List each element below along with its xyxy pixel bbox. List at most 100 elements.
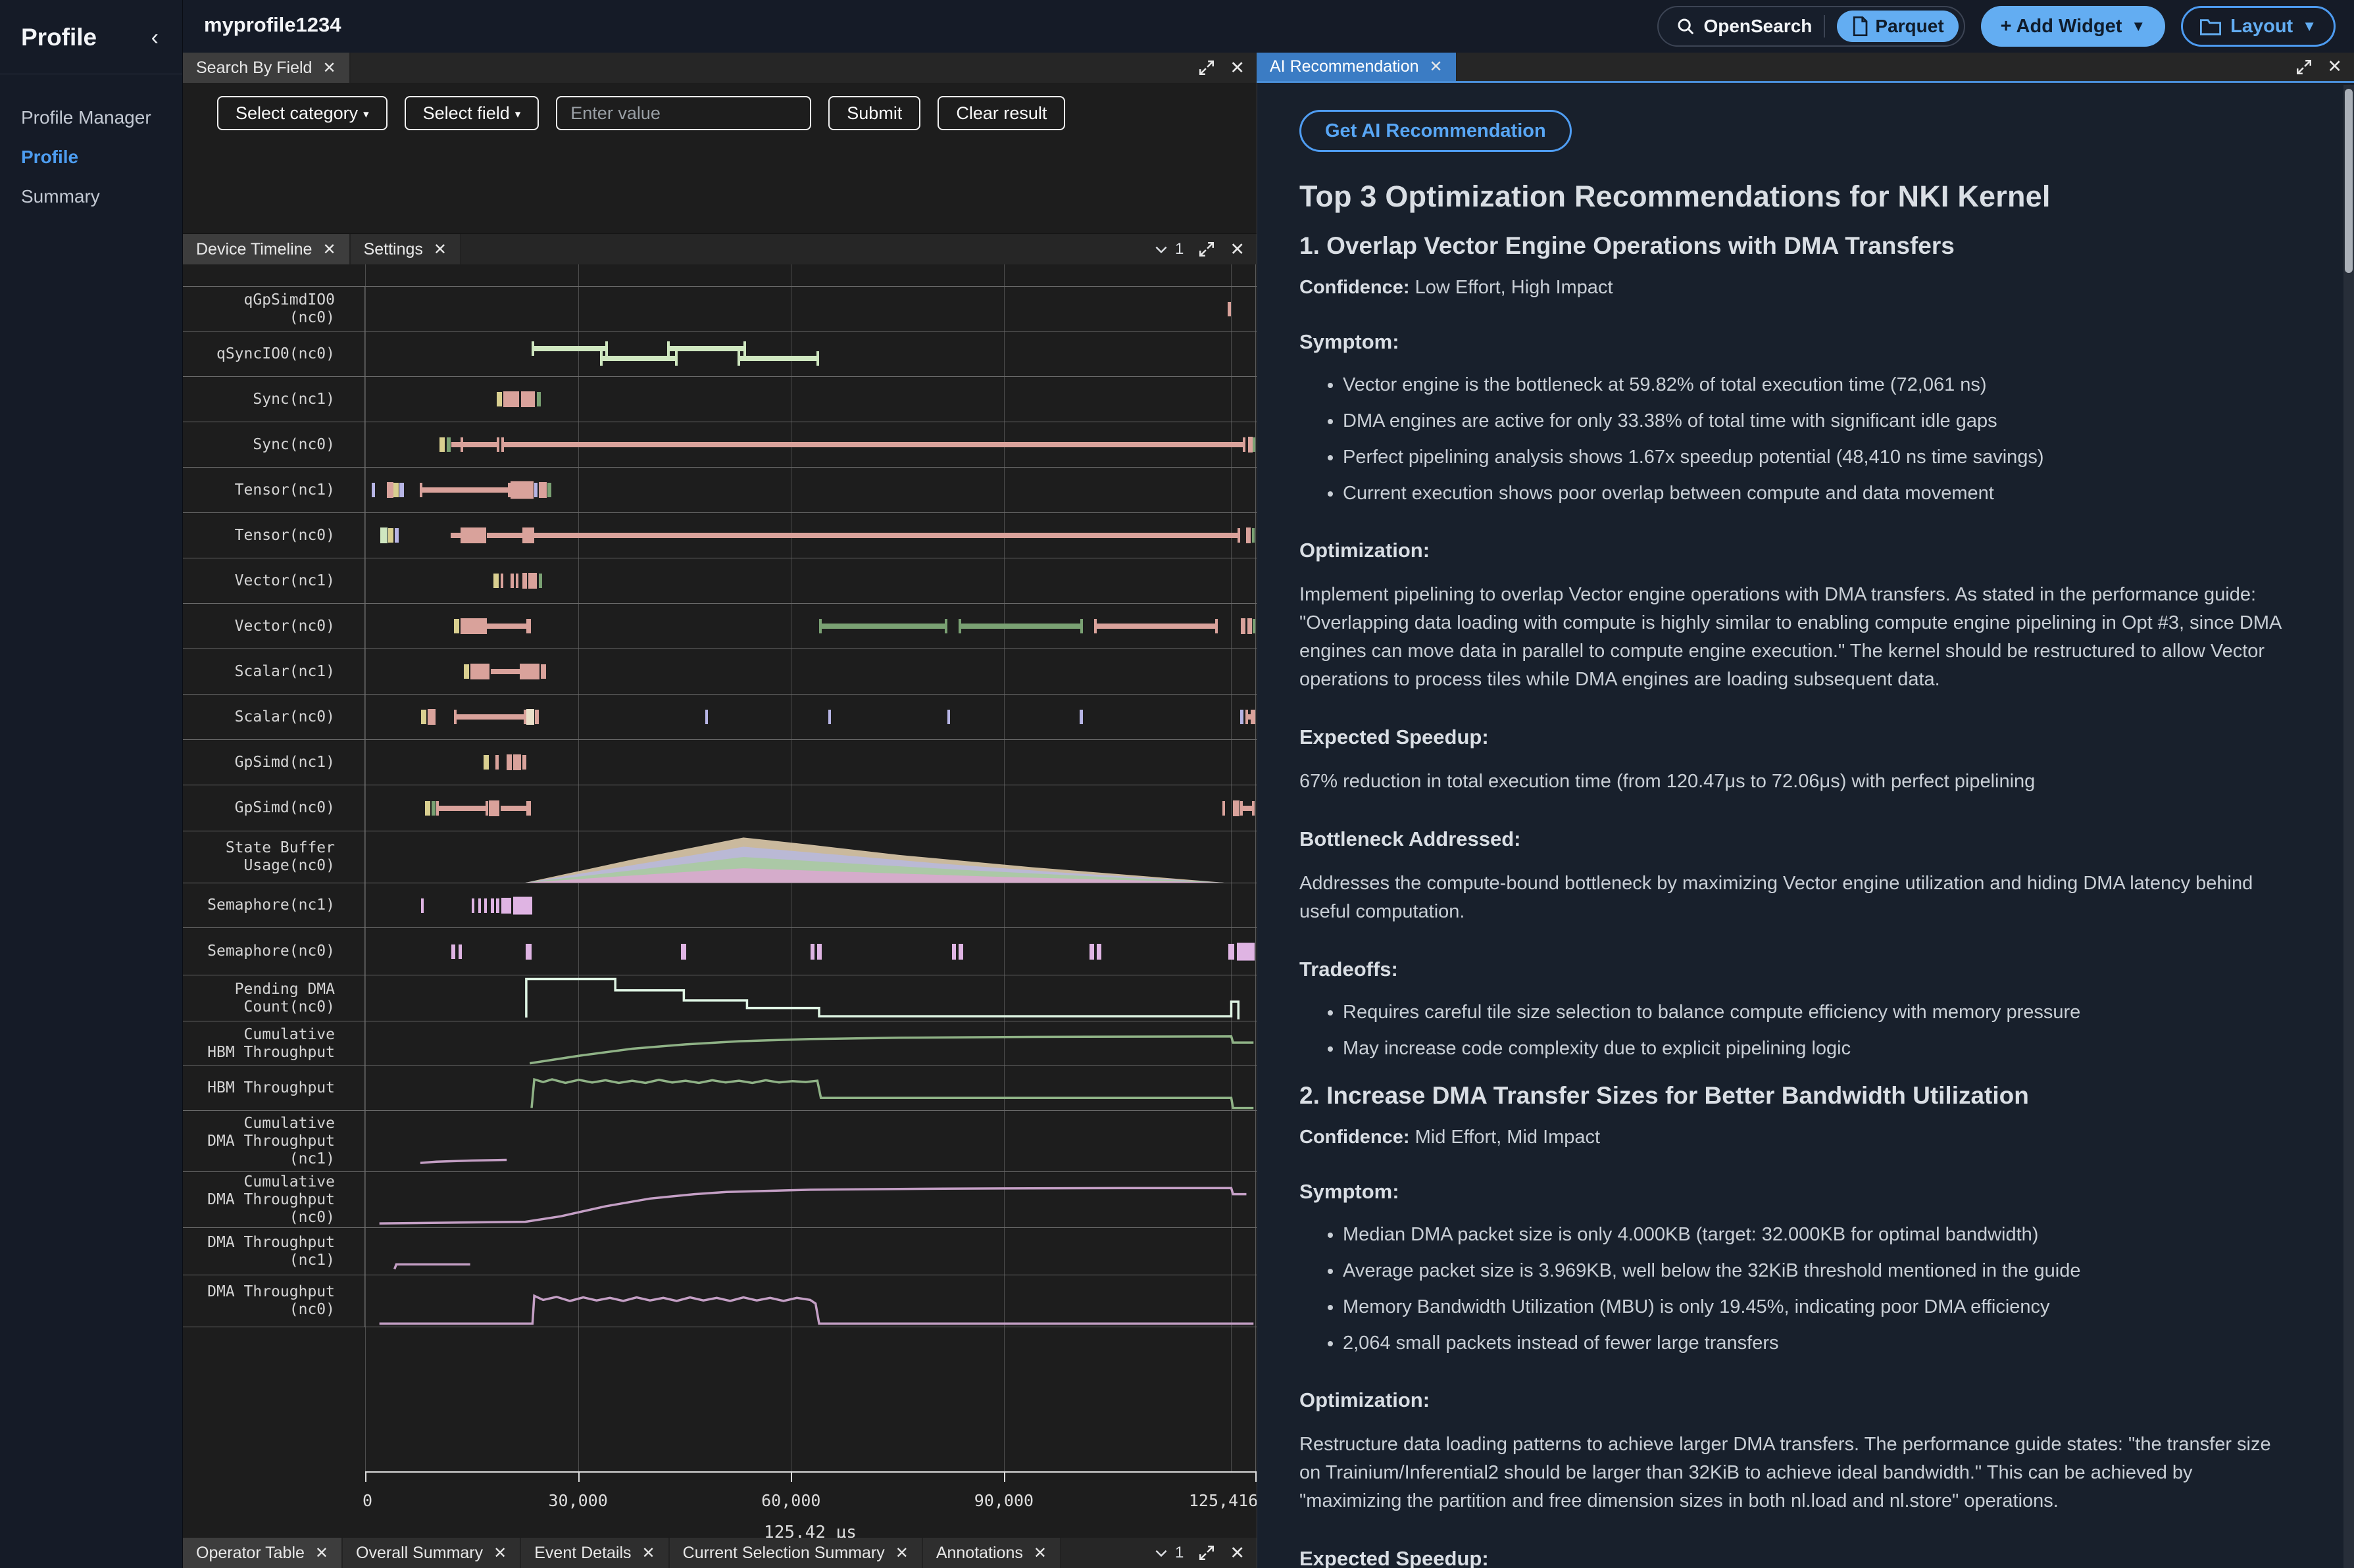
timeline-event[interactable] <box>490 898 494 913</box>
timeline-event[interactable] <box>510 574 514 588</box>
timeline-event[interactable] <box>454 619 460 633</box>
opensearch-button[interactable]: OpenSearch <box>1703 16 1813 36</box>
timeline-event[interactable] <box>535 710 539 724</box>
timeline-event[interactable] <box>1228 301 1232 316</box>
timeline-event[interactable] <box>534 483 538 497</box>
timeline-event[interactable] <box>472 898 475 913</box>
timeline-event[interactable] <box>817 943 822 960</box>
timeline-event[interactable] <box>439 437 445 452</box>
tab-overall-summary[interactable]: Overall Summary ✕ <box>343 1538 522 1568</box>
timeline-event[interactable] <box>1248 437 1253 453</box>
close-icon[interactable]: ✕ <box>1230 239 1245 259</box>
add-widget-button[interactable]: + Add Widget ▼ <box>1980 6 2166 47</box>
timeline-event[interactable] <box>427 709 436 725</box>
timeline-event[interactable] <box>487 533 523 538</box>
timeline-event[interactable] <box>394 528 399 543</box>
timeline-event[interactable] <box>959 943 964 960</box>
timeline-event[interactable] <box>947 710 950 724</box>
timeline-event[interactable] <box>1240 800 1255 816</box>
sidebar-collapse-icon[interactable]: ‹ <box>151 25 159 50</box>
timeline-event[interactable] <box>528 573 538 589</box>
timeline-event[interactable] <box>1246 527 1251 543</box>
tab-operator-table[interactable]: Operator Table ✕ <box>183 1538 343 1568</box>
timeline-event[interactable] <box>515 574 519 588</box>
scrollbar-track[interactable] <box>2343 85 2354 1568</box>
timeline-event[interactable] <box>436 800 489 816</box>
close-icon[interactable]: ✕ <box>1429 58 1443 76</box>
timeline-event[interactable] <box>493 574 499 588</box>
sidebar-item-summary[interactable]: Summary <box>21 186 100 207</box>
timeline-event[interactable] <box>526 619 531 633</box>
timeline-event[interactable] <box>450 533 461 538</box>
timeline-event[interactable] <box>495 898 500 913</box>
timeline-event[interactable] <box>1251 528 1255 543</box>
search-value-input[interactable] <box>556 96 812 130</box>
timeline-event[interactable] <box>1233 800 1240 816</box>
timeline-event[interactable] <box>459 944 463 959</box>
timeline-event[interactable] <box>819 619 947 633</box>
timeline-event[interactable] <box>1247 618 1252 634</box>
collapse-control[interactable]: 1 <box>1153 1544 1184 1562</box>
sidebar-item-profile[interactable]: Profile <box>21 147 79 167</box>
timeline-event[interactable] <box>497 392 503 406</box>
timeline-event[interactable] <box>432 800 436 816</box>
timeline-event[interactable] <box>483 755 489 770</box>
clear-result-button[interactable]: Clear result <box>938 96 1066 130</box>
tab-event-details[interactable]: Event Details ✕ <box>521 1538 670 1568</box>
expand-icon[interactable] <box>1198 59 1215 76</box>
close-icon[interactable]: ✕ <box>1230 57 1245 78</box>
timeline-event[interactable] <box>501 437 1246 452</box>
timeline-event[interactable] <box>487 624 526 629</box>
parquet-button[interactable]: Parquet <box>1837 11 1959 42</box>
timeline-event[interactable] <box>454 710 526 724</box>
timeline-event[interactable] <box>520 391 536 407</box>
tab-settings[interactable]: Settings ✕ <box>350 234 462 264</box>
timeline-event[interactable] <box>510 481 534 499</box>
timeline-event[interactable] <box>540 664 546 679</box>
timeline-event[interactable] <box>810 943 815 960</box>
timeline-event[interactable] <box>419 483 511 497</box>
select-category-button[interactable]: Select category ▾ <box>217 96 388 130</box>
timeline-event[interactable] <box>600 351 678 366</box>
timeline-event[interactable] <box>681 943 687 960</box>
timeline-event[interactable] <box>446 437 451 452</box>
timeline-event[interactable] <box>705 710 708 724</box>
timeline-event[interactable] <box>1236 943 1255 960</box>
timeline-event[interactable] <box>451 442 461 447</box>
timeline-event[interactable] <box>478 898 481 913</box>
scrollbar-thumb[interactable] <box>2345 89 2353 273</box>
expand-icon[interactable] <box>1198 1544 1215 1561</box>
timeline-event[interactable] <box>495 755 499 770</box>
close-icon[interactable]: ✕ <box>2327 57 2342 76</box>
collapse-control[interactable]: 1 <box>1153 240 1184 258</box>
timeline-event[interactable] <box>500 574 504 588</box>
timeline-event[interactable] <box>1252 619 1255 633</box>
timeline-event[interactable] <box>951 943 957 960</box>
timeline-event[interactable] <box>1245 710 1254 724</box>
timeline-event[interactable] <box>526 800 531 816</box>
timeline-event[interactable] <box>520 664 540 679</box>
timeline-event[interactable] <box>372 483 375 497</box>
timeline-event[interactable] <box>1080 710 1083 724</box>
timeline-event[interactable] <box>460 618 488 634</box>
get-ai-recommendation-button[interactable]: Get AI Recommendation <box>1299 110 1572 152</box>
timeline-event[interactable] <box>500 805 526 811</box>
timeline-event[interactable] <box>828 710 831 724</box>
timeline-event[interactable] <box>538 482 547 498</box>
timeline-event[interactable] <box>513 754 521 770</box>
timeline-event[interactable] <box>387 482 393 498</box>
timeline-event[interactable] <box>399 483 404 497</box>
timeline-event[interactable] <box>1097 943 1101 960</box>
tab-annotations[interactable]: Annotations ✕ <box>922 1538 1061 1568</box>
timeline-event[interactable] <box>522 573 527 589</box>
timeline-event[interactable] <box>526 709 535 725</box>
close-icon[interactable]: ✕ <box>895 1544 909 1562</box>
timeline-event[interactable] <box>547 483 551 497</box>
timeline-event[interactable] <box>959 619 1083 633</box>
timeline-event[interactable] <box>490 669 520 674</box>
timeline-event[interactable] <box>1228 943 1234 960</box>
submit-button[interactable]: Submit <box>828 96 921 130</box>
sidebar-item-profile-manager[interactable]: Profile Manager <box>21 107 151 128</box>
timeline-event[interactable] <box>388 528 394 543</box>
timeline-event[interactable] <box>424 800 430 816</box>
